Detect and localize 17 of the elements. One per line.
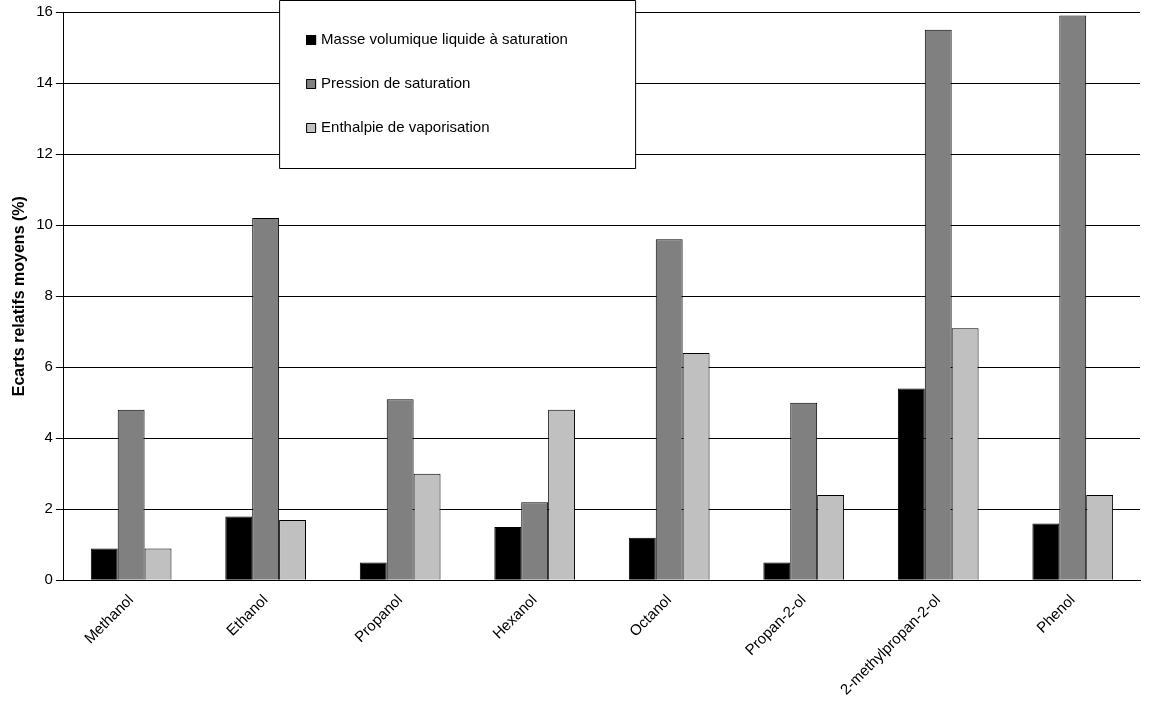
y-tick-label: 10: [36, 215, 53, 233]
y-tick-label: 0: [44, 570, 53, 588]
bar: [225, 516, 253, 580]
bar: [763, 562, 791, 580]
y-tick-label: 2: [44, 499, 53, 517]
legend-label: Enthalpie de vaporisation: [321, 118, 490, 136]
y-axis-title: Ecarts relatifs moyens (%): [10, 196, 28, 397]
y-tick-label: 6: [44, 357, 53, 375]
y-tick-label: 16: [36, 2, 53, 20]
bar: [494, 527, 522, 580]
y-tick-label: 4: [44, 428, 53, 446]
bar: [1032, 523, 1060, 580]
y-tick-label: 14: [36, 73, 53, 91]
legend-label: Pression de saturation: [321, 74, 471, 92]
y-tick-label: 12: [36, 144, 53, 162]
legend-label: Masse volumique liquide à saturation: [321, 30, 568, 48]
y-tick-label: 8: [44, 286, 53, 304]
